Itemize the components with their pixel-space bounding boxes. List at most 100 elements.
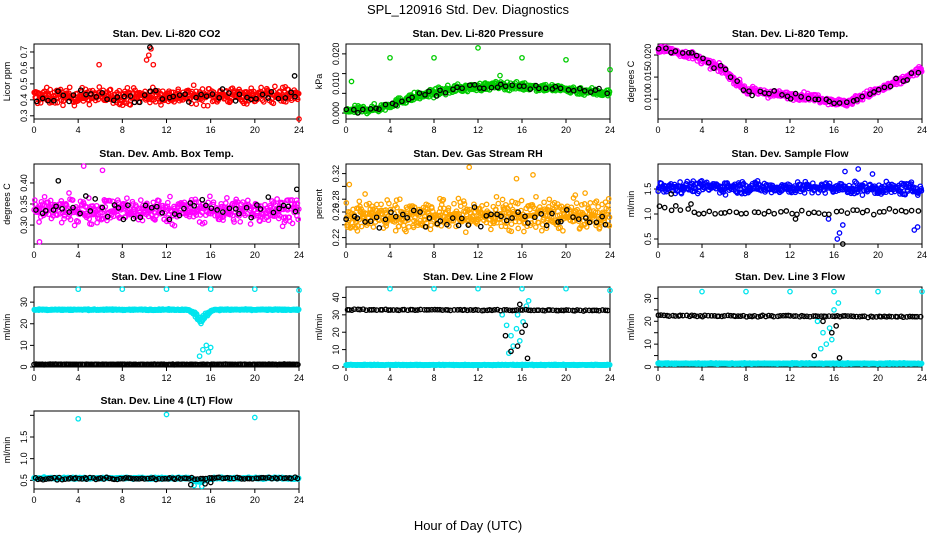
data-point (596, 307, 602, 314)
data-point (367, 218, 374, 225)
data-point (717, 62, 724, 69)
data-point (538, 227, 545, 234)
x-tick-label: 24 (294, 125, 304, 135)
data-point (522, 213, 528, 220)
data-point (265, 217, 272, 224)
data-point (792, 90, 799, 97)
data-point (187, 200, 194, 206)
data-point (410, 224, 417, 231)
data-point (130, 215, 137, 222)
data-point (346, 181, 353, 188)
data-point (114, 94, 121, 100)
data-point (130, 201, 136, 207)
x-tick-label: 12 (161, 373, 171, 383)
data-point (232, 206, 239, 212)
data-point (503, 322, 510, 329)
data-point (42, 207, 49, 214)
data-point (39, 95, 46, 102)
data-point (224, 195, 230, 201)
data-point (137, 197, 144, 203)
data-point (531, 214, 538, 221)
data-point (387, 54, 393, 61)
data-point (440, 196, 447, 203)
y-axis-label: percent (314, 188, 324, 219)
data-point (688, 201, 694, 207)
x-tick-label: 12 (785, 373, 795, 383)
data-point (655, 45, 662, 52)
x-tick-label: 8 (743, 125, 748, 135)
data-point (672, 203, 679, 209)
data-point (549, 210, 555, 217)
points-group (655, 166, 925, 247)
data-point (475, 285, 481, 292)
data-point (410, 207, 417, 214)
data-point (421, 213, 428, 220)
data-point (136, 99, 143, 106)
data-point (437, 218, 444, 224)
data-point (794, 211, 800, 218)
data-point (726, 208, 733, 215)
data-point (582, 215, 589, 221)
data-point (546, 196, 553, 203)
data-point (501, 307, 507, 313)
data-point (766, 90, 772, 97)
x-tick-label: 4 (387, 250, 392, 260)
data-point (489, 307, 495, 314)
y-axis-label: ml/min (314, 314, 324, 341)
x-axis-label: Hour of Day (UTC) (414, 518, 522, 533)
data-point (553, 204, 560, 211)
data-point (513, 325, 520, 332)
data-point (570, 87, 577, 94)
data-point (685, 206, 692, 212)
data-point (902, 191, 909, 198)
data-point (193, 101, 200, 107)
data-point (563, 285, 569, 292)
data-point (918, 187, 925, 194)
data-point (491, 306, 498, 313)
data-point (679, 50, 686, 56)
x-tick-label: 8 (120, 373, 125, 383)
data-point (466, 164, 473, 171)
data-point (583, 224, 590, 230)
data-point (519, 307, 526, 313)
data-point (871, 89, 877, 95)
data-point (120, 216, 127, 223)
data-point (282, 214, 289, 221)
data-point (86, 101, 93, 108)
chart-panel: Stan. Dev. Amb. Box Temp.degrees C0 4 8 12 1… (2, 148, 304, 260)
data-point (836, 230, 843, 236)
x-tick-label: 0 (343, 373, 348, 383)
data-point (373, 105, 379, 112)
data-point (363, 307, 370, 314)
data-point (502, 83, 509, 90)
data-point (453, 223, 459, 230)
data-point (70, 204, 76, 211)
data-point (511, 307, 518, 314)
data-point (560, 227, 566, 234)
data-point (355, 223, 361, 229)
data-point (508, 332, 514, 339)
data-point (357, 203, 363, 210)
data-point (198, 91, 204, 98)
data-point (164, 199, 171, 206)
data-point (481, 307, 487, 314)
data-point (199, 196, 206, 203)
x-tick-label: 16 (829, 373, 839, 383)
data-point (743, 210, 749, 217)
data-point (854, 96, 860, 103)
x-tick-label: 16 (517, 373, 527, 383)
data-point (553, 307, 560, 314)
data-point (607, 287, 613, 294)
data-point (712, 210, 718, 217)
y-tick-label: 40 (331, 292, 341, 302)
data-point (111, 202, 118, 208)
data-point (285, 203, 292, 210)
data-point (147, 44, 153, 51)
x-tick-label: 20 (873, 373, 883, 383)
data-point (239, 199, 246, 205)
data-point (606, 361, 613, 368)
chart-panel: Stan. Dev. Li-820 Temp.degrees C0 4 8 12 16 2… (626, 28, 927, 135)
data-point (451, 200, 457, 207)
data-point (96, 61, 102, 68)
